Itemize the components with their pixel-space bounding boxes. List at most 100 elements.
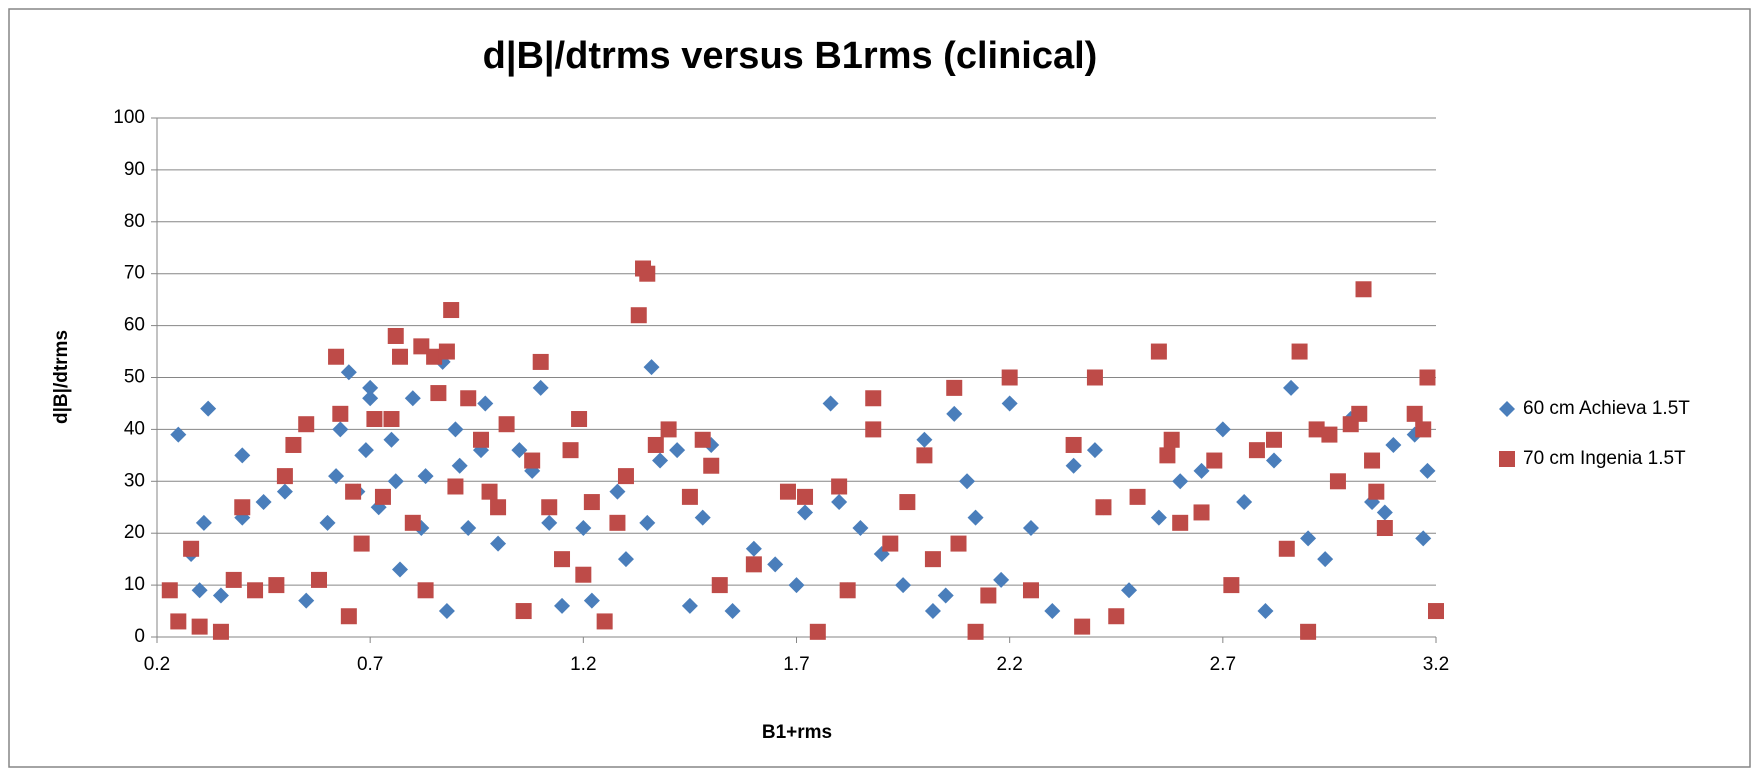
point xyxy=(609,514,626,531)
point xyxy=(328,348,345,365)
point xyxy=(170,426,187,443)
x-tick-label: 2.7 xyxy=(1210,654,1236,675)
point xyxy=(1351,405,1368,422)
y-tick-label: 60 xyxy=(124,315,145,336)
point xyxy=(1428,603,1444,620)
point xyxy=(460,520,477,537)
x-tick-label: 0.2 xyxy=(144,654,170,675)
point xyxy=(524,452,541,469)
point xyxy=(460,390,477,407)
point xyxy=(328,468,345,485)
point xyxy=(1321,426,1338,443)
point xyxy=(571,411,588,428)
point xyxy=(1108,608,1125,625)
point xyxy=(797,504,814,521)
point xyxy=(285,436,302,453)
point xyxy=(1265,452,1282,469)
point xyxy=(980,587,997,604)
y-tick-label: 80 xyxy=(124,211,145,232)
point xyxy=(681,597,698,614)
point xyxy=(362,390,379,407)
point xyxy=(946,405,963,422)
x-tick-label: 1.7 xyxy=(783,654,809,675)
point xyxy=(1095,499,1112,516)
y-tick-label: 90 xyxy=(124,159,145,180)
point xyxy=(1278,540,1295,557)
point xyxy=(170,613,187,630)
point xyxy=(967,623,984,640)
point xyxy=(916,447,933,464)
point xyxy=(1415,421,1432,438)
legend-label: 60 cm Achieva 1.5T xyxy=(1523,398,1690,419)
point xyxy=(353,535,370,552)
y-axis-label: d|B|/dtrms xyxy=(51,330,72,424)
point xyxy=(643,359,660,376)
point xyxy=(340,364,357,381)
y-tick-label: 70 xyxy=(124,263,145,284)
point xyxy=(1121,582,1138,599)
legend-label: 70 cm Ingenia 1.5T xyxy=(1523,448,1686,469)
point xyxy=(451,457,468,474)
point xyxy=(490,535,507,552)
point xyxy=(895,577,912,594)
point xyxy=(200,400,217,417)
point xyxy=(191,618,208,635)
point xyxy=(1265,431,1282,448)
point xyxy=(268,577,285,594)
point xyxy=(596,613,613,630)
point xyxy=(937,587,954,604)
point xyxy=(1086,369,1103,386)
point xyxy=(647,436,664,453)
point xyxy=(924,551,941,568)
point xyxy=(498,416,515,433)
point xyxy=(916,431,933,448)
point xyxy=(438,343,455,360)
point xyxy=(161,582,178,599)
point xyxy=(234,447,251,464)
x-tick-label: 0.7 xyxy=(357,654,383,675)
point xyxy=(711,577,728,594)
point xyxy=(575,520,592,537)
point xyxy=(1150,509,1167,526)
point xyxy=(532,379,549,396)
point xyxy=(1419,369,1436,386)
point xyxy=(426,348,443,365)
point xyxy=(1022,582,1039,599)
point xyxy=(366,411,383,428)
point xyxy=(797,488,814,505)
point xyxy=(822,395,839,412)
point xyxy=(332,421,349,438)
point xyxy=(430,385,447,402)
point xyxy=(1257,603,1274,620)
point xyxy=(669,442,686,459)
point xyxy=(1163,431,1180,448)
point xyxy=(831,478,848,495)
point xyxy=(311,571,328,588)
point xyxy=(831,494,848,511)
point xyxy=(212,587,229,604)
point xyxy=(387,473,404,490)
point xyxy=(255,494,272,511)
point xyxy=(234,499,251,516)
point xyxy=(630,307,647,324)
point xyxy=(541,499,558,516)
point xyxy=(865,390,882,407)
point xyxy=(473,431,490,448)
y-tick-label: 10 xyxy=(124,574,145,595)
point xyxy=(1074,618,1091,635)
point xyxy=(1376,520,1393,537)
point xyxy=(276,483,293,500)
point xyxy=(788,577,805,594)
point xyxy=(392,561,409,578)
point xyxy=(575,566,592,583)
point xyxy=(490,499,507,516)
point xyxy=(383,431,400,448)
point xyxy=(191,582,208,599)
point xyxy=(639,514,656,531)
point xyxy=(413,338,430,355)
point xyxy=(1308,421,1325,438)
point xyxy=(443,302,460,319)
point xyxy=(404,514,421,531)
point xyxy=(319,514,336,531)
